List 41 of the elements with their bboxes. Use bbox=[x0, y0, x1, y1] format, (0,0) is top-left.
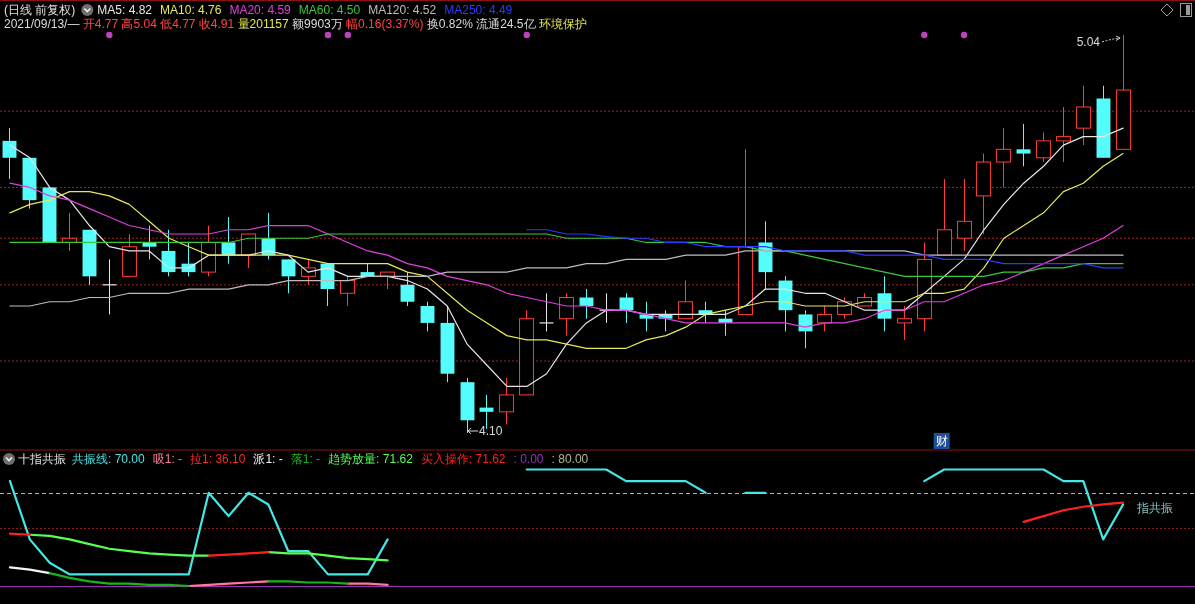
candlestick bbox=[420, 301, 435, 332]
candlestick bbox=[2, 127, 17, 180]
text: 指共振 bbox=[1136, 501, 1174, 516]
candlestick bbox=[678, 280, 693, 320]
legend-label: MA5: 4.82 bbox=[97, 3, 153, 17]
text: 落1: - bbox=[290, 452, 321, 466]
candlestick bbox=[281, 258, 296, 294]
ref-line-label: : 80.00 bbox=[551, 452, 589, 466]
candlestick bbox=[817, 305, 832, 332]
text: 趋势放量: 71.62 bbox=[328, 452, 414, 466]
text: 共振线: 70.00 bbox=[72, 452, 146, 466]
candlestick bbox=[1076, 85, 1091, 146]
candlestick bbox=[1016, 123, 1031, 167]
candlestick bbox=[897, 305, 912, 341]
text: 2021/09/13/— 开4.77 高5.04 低4.77 收4.91 量201157 额9903万 幅0.16(3.37%) 换0.82% 流通24.5亿 环境保护 bbox=[4, 17, 587, 31]
candlestick bbox=[559, 292, 574, 337]
candlestick bbox=[499, 377, 514, 426]
annotation: 4.10 bbox=[479, 424, 503, 438]
text: MA250: 4.49 bbox=[444, 3, 513, 17]
chart-title: 十指共振 bbox=[18, 452, 66, 466]
text: 财 bbox=[935, 434, 948, 448]
candlestick bbox=[340, 275, 355, 307]
legend-label: 拉1: 36.10 bbox=[190, 452, 246, 466]
text: 派1: - bbox=[253, 452, 283, 466]
text: MA60: 4.50 bbox=[298, 3, 361, 17]
candlestick bbox=[996, 127, 1011, 188]
text: MA20: 4.59 bbox=[229, 3, 292, 17]
text: 买入操作: 71.62 bbox=[420, 452, 506, 466]
candlestick bbox=[241, 233, 256, 269]
ref-line-label: : 0.00 bbox=[513, 452, 544, 466]
candlestick bbox=[221, 216, 236, 265]
candlestick bbox=[538, 292, 555, 332]
candlestick bbox=[400, 271, 415, 307]
candlestick bbox=[957, 178, 972, 252]
chart-title: (日线 前复权) bbox=[4, 3, 76, 17]
text: MA10: 4.76 bbox=[160, 3, 222, 17]
candlestick bbox=[1036, 131, 1051, 163]
candlestick bbox=[1056, 106, 1071, 163]
annotation: 5.04 bbox=[1076, 35, 1101, 49]
text: MA120: 4.52 bbox=[368, 3, 437, 17]
text: 吸1: - bbox=[152, 452, 183, 466]
